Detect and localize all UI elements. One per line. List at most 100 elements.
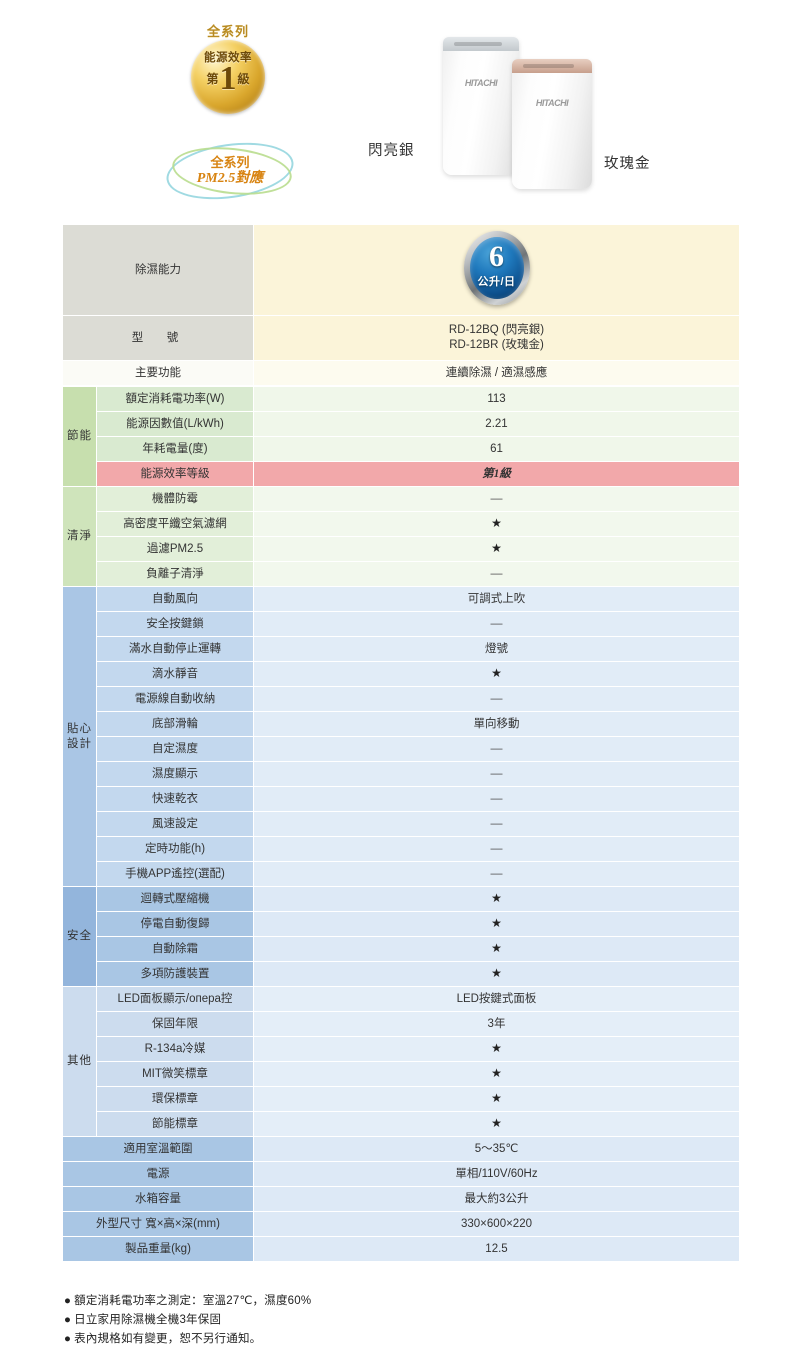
bullet-icon: ● [64, 1333, 72, 1345]
model-value: RD-12BQ (閃亮銀) RD-12BR (玫瑰金) [254, 316, 739, 360]
energy-medal-number: 1 [219, 60, 237, 97]
product-air-slot-icon [453, 42, 503, 46]
table-row: 滿水自動停止運轉 燈號 [63, 637, 739, 661]
energy-medal-prefix: 第 [206, 72, 219, 86]
table-row: 年耗電量(度) 61 [63, 437, 739, 461]
table-row: 能源因數值(L/kWh) 2.21 [63, 412, 739, 436]
spec-item-label: 濕度顯示 [97, 762, 253, 786]
spec-item-label: 製品重量(kg) [63, 1237, 253, 1261]
spec-item-value: — [254, 812, 739, 836]
spec-item-label: 過濾PM2.5 [97, 537, 253, 561]
energy-medal-suffix: 級 [237, 72, 250, 86]
spec-item-value: ★ [254, 1062, 739, 1086]
table-row: 貼心設計 自動風向 可調式上吹 [63, 587, 739, 886]
spec-item-value: ★ [254, 912, 739, 936]
spec-item-value: ★ [254, 962, 739, 986]
spec-item-label: 電源線自動收納 [97, 687, 253, 711]
product-top-panel-silver [443, 37, 519, 51]
table-row: 過濾PM2.5 ★ [63, 537, 739, 561]
table-row: 其他 LED面板顯示/опера控 LED按鍵式面板 [63, 987, 739, 1136]
table-row: 製品重量(kg) 12.5 [63, 1237, 739, 1261]
spec-item-label: 自定濕度 [97, 737, 253, 761]
capacity-value-unit: 公升/日 [477, 275, 516, 288]
footnote-item: ● 額定消耗電功率之測定：室溫27℃，濕度60% [64, 1292, 664, 1311]
spec-item-value: — [254, 687, 739, 711]
footnote-item: ● 日立家用除濕機全機3年保固 [64, 1311, 664, 1330]
bullet-icon: ● [64, 1295, 72, 1307]
spec-table: 除濕能力 6 公升/日 型 號 RD-12BQ (閃亮銀) [62, 224, 740, 386]
spec-item-value: — [254, 862, 739, 886]
capacity-medal-icon: 6 公升/日 [463, 230, 530, 305]
spec-item-label: 迴轉式壓縮機 [97, 887, 253, 911]
main-function-value: 連續除濕 / 適濕感應 [254, 361, 739, 385]
product-image-silver: HITACHI [443, 37, 519, 175]
table-row: 停電自動復歸 ★ [63, 912, 739, 936]
table-row-capacity: 除濕能力 6 公升/日 [63, 225, 739, 315]
table-row: 節能標章 ★ [63, 1112, 739, 1136]
category-label-other: 其他 [63, 987, 96, 1136]
table-row: 底部滑輪 單向移動 [63, 712, 739, 736]
table-row: 環保標章 ★ [63, 1087, 739, 1111]
spec-item-label: 安全按鍵鎖 [97, 612, 253, 636]
table-row: 電源 單相/110V/60Hz [63, 1162, 739, 1186]
hitachi-logo-icon: HITACHI [464, 78, 498, 89]
spec-item-value: — [254, 562, 739, 586]
spec-item-value: — [254, 837, 739, 861]
footnote-text: 額定消耗電功率之測定：室溫27℃，濕度60% [74, 1295, 312, 1307]
spec-item-label: 外型尺寸 寬×高×深(mm) [63, 1212, 253, 1236]
pm25-badge-text: 全系列 PM2.5對應 [166, 144, 294, 198]
spec-item-label: 底部滑輪 [97, 712, 253, 736]
pm25-badge: 全系列 PM2.5對應 [162, 135, 298, 207]
table-row: 風速設定 — [63, 812, 739, 836]
spec-item-label: 環保標章 [97, 1087, 253, 1111]
spec-item-value: ★ [254, 887, 739, 911]
product-top-panel-rose [512, 59, 592, 73]
product-image-rose: HITACHI [512, 59, 592, 189]
table-row: 手機APP遙控(選配) — [63, 862, 739, 886]
spec-item-label: 能源因數值(L/kWh) [97, 412, 253, 436]
table-row: 清淨 機體防霉 — [63, 487, 739, 586]
spec-item-label: 年耗電量(度) [97, 437, 253, 461]
model-value-line2: RD-12BR (玫瑰金) [449, 339, 544, 351]
energy-badge-caption: 全系列 [206, 24, 249, 39]
spec-table-body: 除濕能力 6 公升/日 型 號 RD-12BQ (閃亮銀) [63, 225, 739, 385]
spec-item-value: 燈號 [254, 637, 739, 661]
spec-item-label: 滿水自動停止運轉 [97, 637, 253, 661]
spec-item-value: 2.21 [254, 412, 739, 436]
table-row-model: 型 號 RD-12BQ (閃亮銀) RD-12BR (玫瑰金) [63, 316, 739, 360]
spec-table-groups: 節能 額定消耗電功率(W) 113 能源因數值(L/kWh) 2.21 年耗電量(度) 61… [62, 386, 740, 1262]
spec-item-value: — [254, 612, 739, 636]
spec-item-label: 水箱容量 [63, 1187, 253, 1211]
spec-item-label: 能源效率等級 [97, 462, 253, 486]
table-row: 水箱容量 最大約3公升 [63, 1187, 739, 1211]
energy-medal-grade: 第1級 [191, 62, 265, 96]
spec-item-value: 330×600×220 [254, 1212, 739, 1236]
spec-item-value: ★ [254, 512, 739, 536]
table-row: 滴水靜音 ★ [63, 662, 739, 686]
table-row: 能源效率等級 第1級 [63, 462, 739, 486]
spec-item-label: 負離子清淨 [97, 562, 253, 586]
energy-grade-badge: 全系列 能源效率 第1級 [168, 24, 288, 136]
spec-item-label: 保固年限 [97, 1012, 253, 1036]
spec-item-value: ★ [254, 537, 739, 561]
spec-item-value: — [254, 487, 739, 511]
footnote-text: 表內規格如有變更，恕不另行通知。 [74, 1333, 262, 1345]
table-row: 外型尺寸 寬×高×深(mm) 330×600×220 [63, 1212, 739, 1236]
spec-item-label: 高密度平纖空氣濾網 [97, 512, 253, 536]
table-row: 安全按鍵鎖 — [63, 612, 739, 636]
model-value-line1: RD-12BQ (閃亮銀) [448, 324, 545, 336]
spec-item-value: ★ [254, 937, 739, 961]
table-row: 定時功能(h) — [63, 837, 739, 861]
spec-item-value: 單相/110V/60Hz [254, 1162, 739, 1186]
category-label-design: 貼心設計 [63, 587, 96, 886]
table-row: 適用室溫範圍 5～35℃ [63, 1137, 739, 1161]
table-row: 自定濕度 — [63, 737, 739, 761]
category-label-safety: 安全 [63, 887, 96, 986]
spec-item-value: ★ [254, 1087, 739, 1111]
table-row: R-134a冷媒 ★ [63, 1037, 739, 1061]
table-row: 多項防護裝置 ★ [63, 962, 739, 986]
product-label-rose: 玫瑰金 [604, 156, 651, 172]
pm25-line2: PM2.5對應 [196, 171, 264, 186]
capacity-medal-face [469, 236, 524, 299]
footnotes: ● 額定消耗電功率之測定：室溫27℃，濕度60% ● 日立家用除濕機全機3年保固 ● 表內… [64, 1292, 664, 1349]
